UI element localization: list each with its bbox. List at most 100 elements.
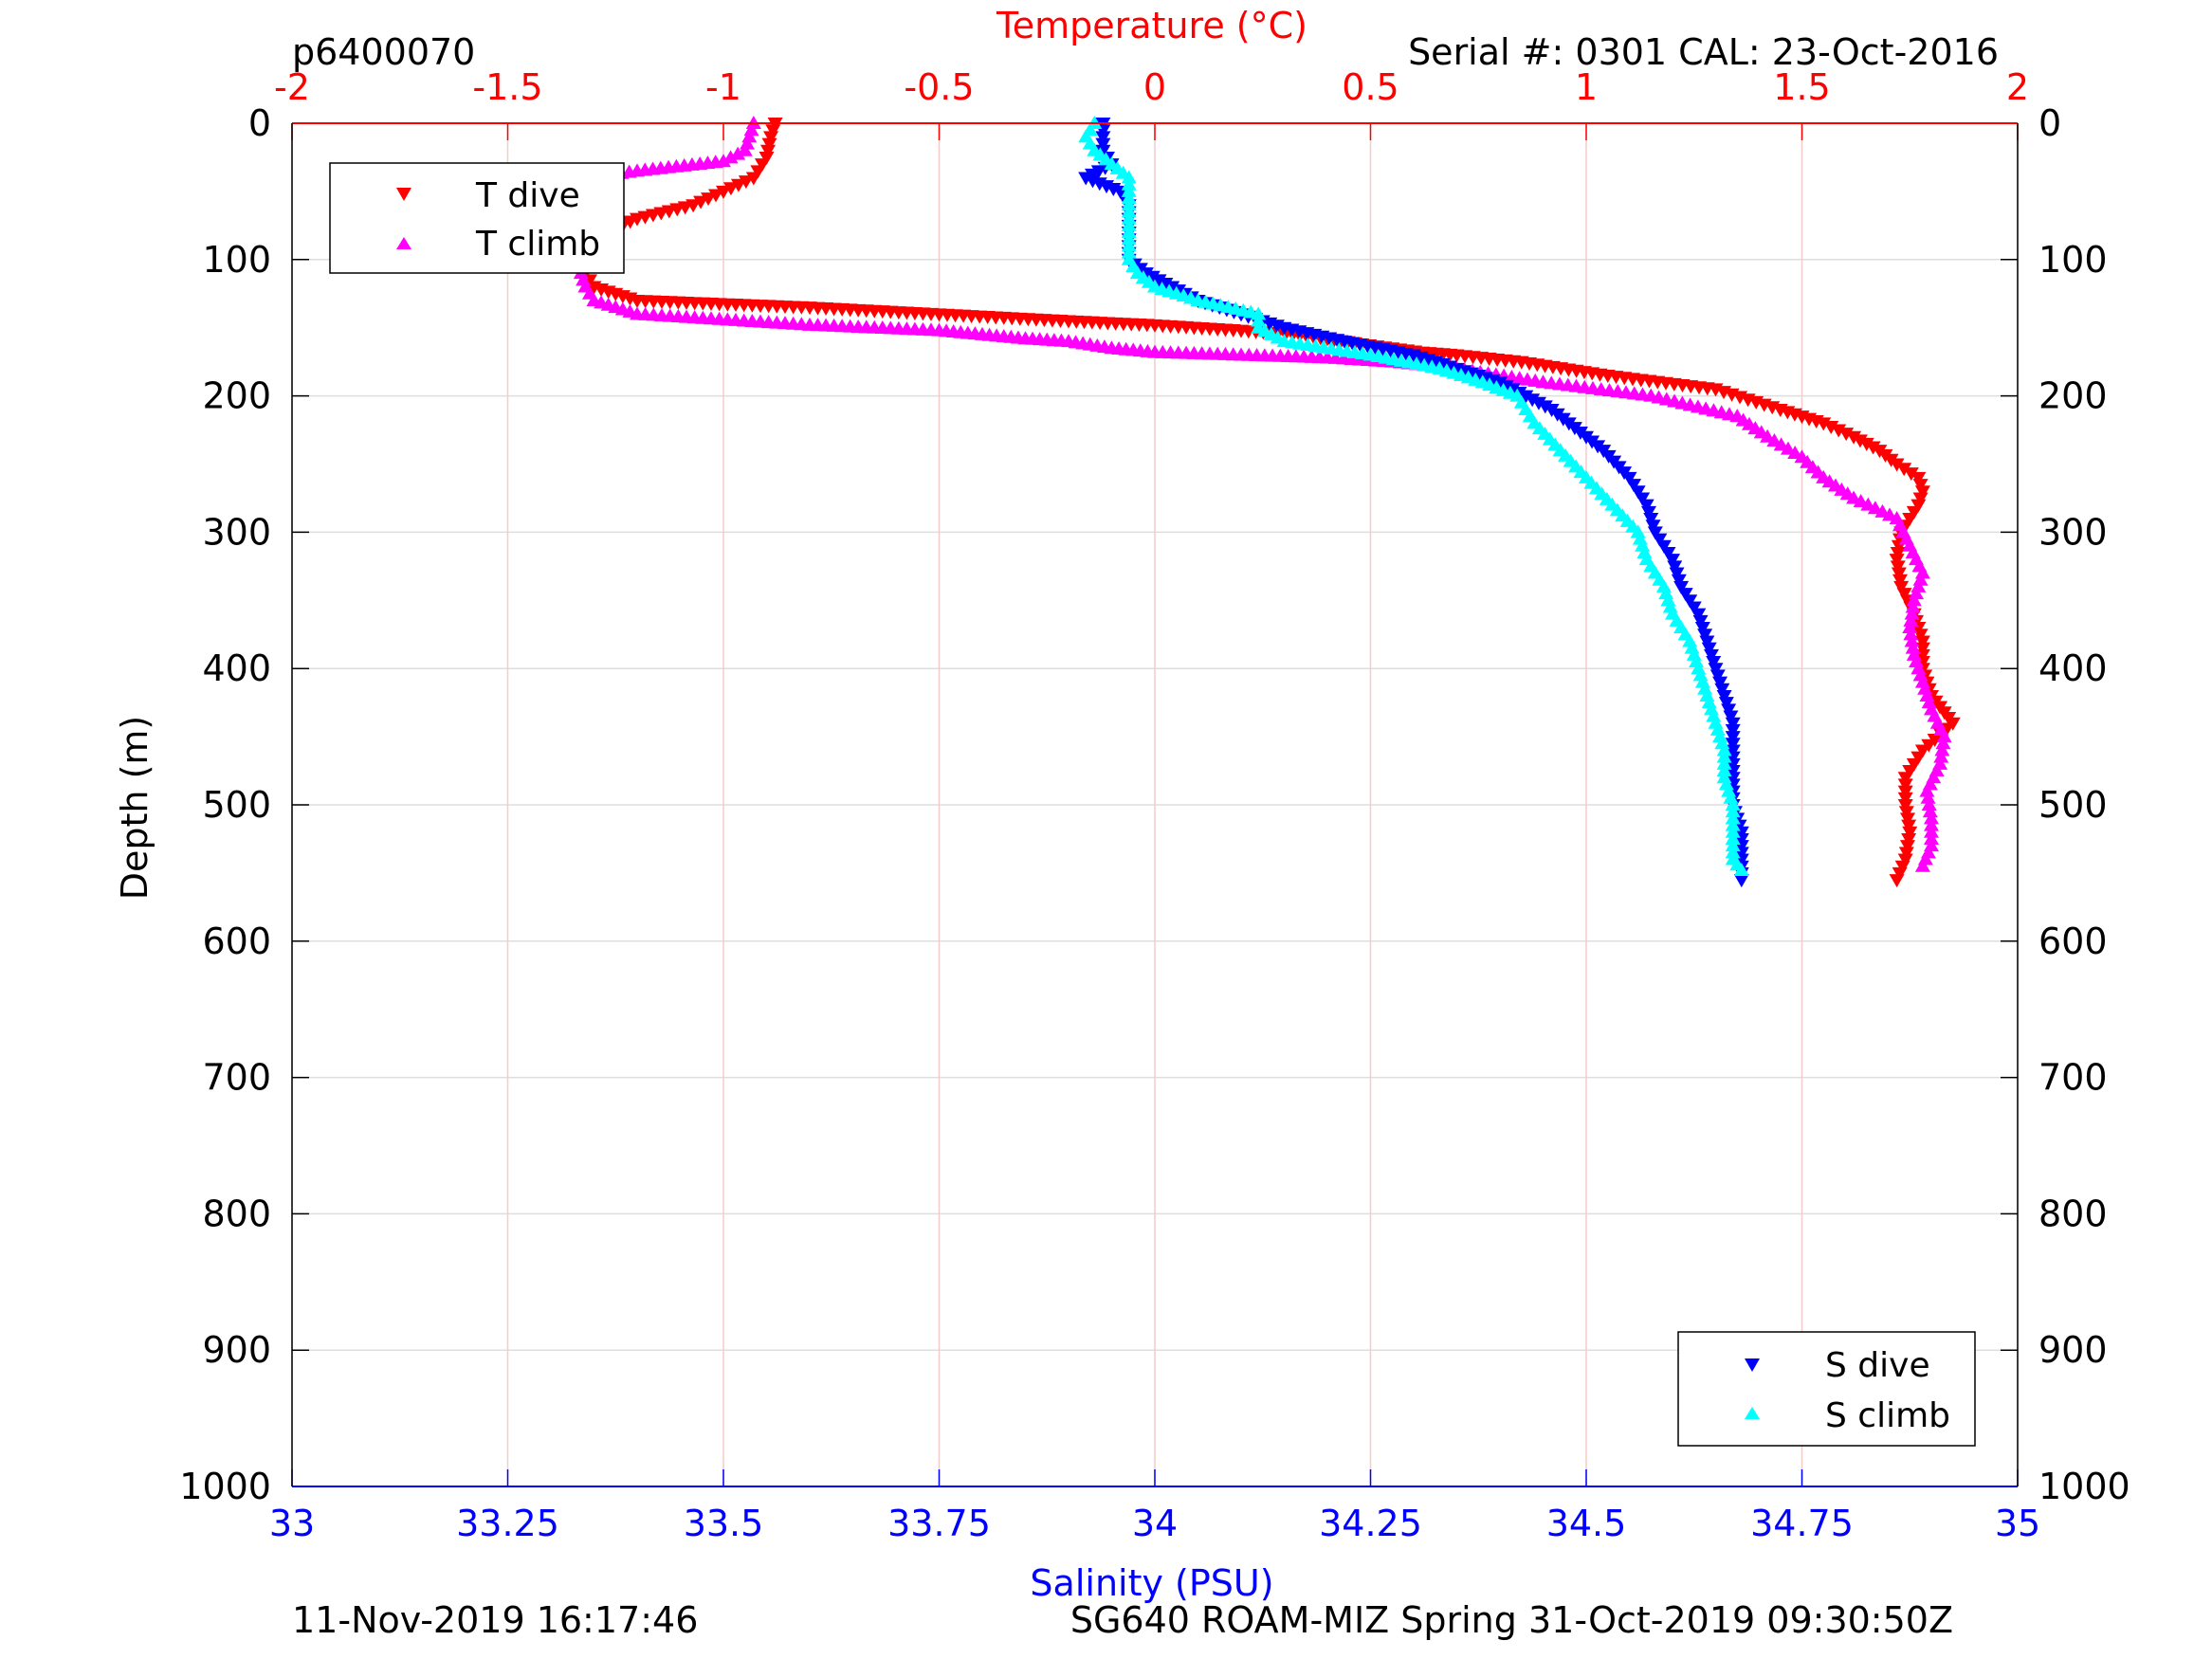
legend-s-dive-marker xyxy=(1745,1358,1760,1372)
point-s-dive xyxy=(1733,874,1749,888)
point-s-dive xyxy=(1158,277,1174,291)
point-s-dive xyxy=(1709,669,1726,684)
point-t-climb xyxy=(1935,736,1951,750)
point-t-dive xyxy=(765,124,781,138)
point-s-dive xyxy=(1095,131,1111,145)
point-t-dive xyxy=(1914,635,1930,649)
point-t-dive xyxy=(1889,554,1905,568)
point-t-climb xyxy=(1924,811,1939,825)
point-t-dive xyxy=(1892,866,1908,881)
point-t-dive xyxy=(1912,479,1929,493)
point-t-dive xyxy=(1906,505,1922,520)
point-t-climb xyxy=(1919,783,1935,797)
point-t-climb xyxy=(1903,612,1919,627)
point-t-dive xyxy=(730,178,746,192)
temperature-axis-title: Temperature (°C) xyxy=(996,5,1307,46)
point-t-dive xyxy=(1897,772,1913,786)
legend-s-dive-label: S dive xyxy=(1825,1346,1930,1385)
point-s-climb xyxy=(1725,845,1741,859)
point-s-dive xyxy=(1095,137,1111,152)
point-t-dive xyxy=(1890,546,1906,560)
depth-axis-title: Depth (m) xyxy=(114,716,155,901)
point-t-dive xyxy=(1892,574,1909,588)
point-s-climb xyxy=(1121,170,1137,184)
series-s-dive xyxy=(1078,118,1749,888)
point-t-dive xyxy=(1889,458,1905,472)
point-t-dive xyxy=(1893,580,1910,594)
point-t-dive xyxy=(754,158,770,173)
point-s-dive xyxy=(1518,390,1534,404)
point-t-climb xyxy=(1924,817,1939,831)
point-t-climb xyxy=(1905,599,1921,613)
depth-tick-label-right: 300 xyxy=(2038,511,2108,553)
point-t-dive xyxy=(1846,430,1862,445)
serial-cal-label: Serial #: 0301 CAL: 23-Oct-2016 xyxy=(1408,31,1999,73)
depth-tick-label: 900 xyxy=(202,1329,271,1371)
legend-temperature: T dive T climb xyxy=(329,162,625,274)
legend-t-climb-label: T climb xyxy=(475,225,600,264)
point-s-climb xyxy=(1121,225,1137,239)
point-t-dive xyxy=(1890,560,1906,574)
point-t-climb xyxy=(1933,749,1949,763)
depth-tick-label-right: 1000 xyxy=(2038,1466,2130,1507)
point-t-dive xyxy=(1891,567,1907,581)
temperature-tick-label: -0.5 xyxy=(904,66,974,108)
point-s-dive xyxy=(1677,588,1693,602)
point-s-dive xyxy=(1652,533,1668,547)
point-t-climb xyxy=(1906,592,1922,607)
legend-s-climb-label: S climb xyxy=(1825,1396,1950,1435)
point-s-dive xyxy=(1667,560,1683,574)
point-t-dive xyxy=(1897,799,1913,812)
point-s-climb xyxy=(1725,830,1741,845)
point-t-dive xyxy=(738,175,754,190)
point-t-climb xyxy=(1904,606,1920,620)
point-s-climb xyxy=(1121,204,1137,218)
point-t-dive xyxy=(1897,778,1913,793)
point-s-climb xyxy=(1716,763,1732,777)
point-t-dive xyxy=(745,172,761,186)
point-s-dive xyxy=(1655,539,1672,554)
salinity-tick-label: 33.25 xyxy=(456,1503,559,1544)
legend-salinity-box xyxy=(1677,1331,1976,1447)
point-s-dive xyxy=(1701,642,1717,656)
point-t-dive xyxy=(763,131,779,145)
point-s-dive xyxy=(1647,526,1663,540)
point-s-dive xyxy=(1138,267,1154,282)
point-s-climb xyxy=(1121,183,1137,197)
point-s-dive xyxy=(1665,554,1680,568)
point-s-dive xyxy=(1638,499,1654,513)
point-s-dive xyxy=(1718,697,1734,711)
point-s-dive xyxy=(1721,703,1737,718)
salinity-tick-label: 34.75 xyxy=(1750,1503,1854,1544)
point-t-climb xyxy=(1920,790,1936,804)
temperature-tick-label: 2 xyxy=(2006,66,2029,108)
point-s-dive xyxy=(1090,165,1106,179)
point-t-climb xyxy=(1934,742,1950,757)
point-s-dive xyxy=(1492,376,1508,391)
point-s-climb xyxy=(1251,306,1267,320)
depth-tick-label-right: 500 xyxy=(2038,784,2108,826)
point-s-climb xyxy=(1121,217,1137,231)
depth-tick-label: 200 xyxy=(202,375,271,417)
point-t-dive xyxy=(1914,744,1930,758)
point-t-dive xyxy=(1897,853,1913,867)
point-t-dive xyxy=(1896,588,1912,602)
point-t-dive xyxy=(1897,785,1913,799)
footer-timestamp: 11-Nov-2019 16:17:46 xyxy=(292,1599,698,1641)
depth-tick-label-right: 0 xyxy=(2038,102,2061,144)
point-t-dive xyxy=(701,192,717,207)
depth-tick-label: 300 xyxy=(202,511,271,553)
temperature-tick-label: -1.5 xyxy=(472,66,542,108)
point-s-dive xyxy=(1725,717,1741,731)
point-s-climb xyxy=(1725,817,1741,831)
point-s-climb xyxy=(1725,811,1741,825)
point-t-climb xyxy=(1902,620,1918,634)
point-s-climb xyxy=(1121,245,1137,259)
footer-mission: SG640 ROAM-MIZ Spring 31-Oct-2019 09:30:… xyxy=(1070,1599,1953,1641)
point-s-dive xyxy=(1725,744,1741,758)
point-t-climb xyxy=(1914,858,1930,872)
depth-tick-label-right: 700 xyxy=(2038,1057,2108,1099)
point-t-dive xyxy=(1902,826,1918,840)
salinity-tick-label: 34 xyxy=(1132,1503,1178,1544)
